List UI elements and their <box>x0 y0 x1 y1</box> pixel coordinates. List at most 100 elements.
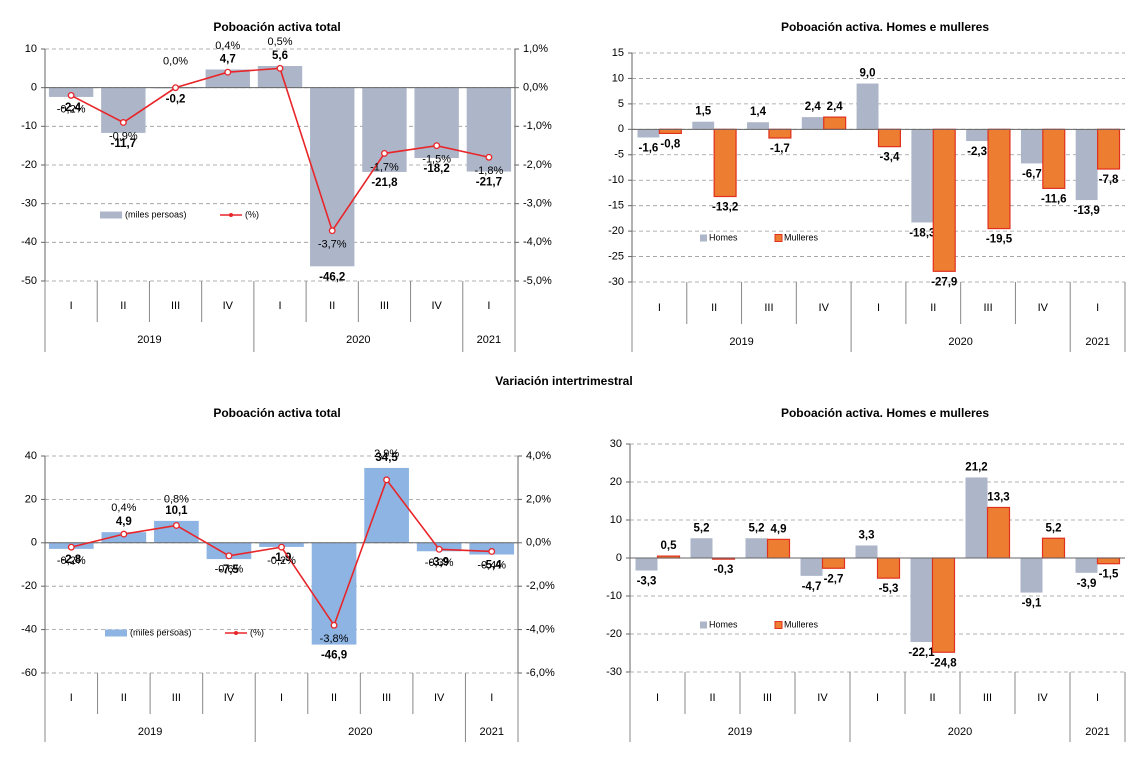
bar <box>911 129 934 223</box>
bar <box>311 542 357 645</box>
bar <box>154 520 199 543</box>
y2-tick-label: 2,0% <box>526 493 551 505</box>
value-label: -24,8 <box>930 657 957 669</box>
bar <box>1075 558 1098 573</box>
value-label: -1,5 <box>1099 569 1119 581</box>
bar <box>637 129 660 138</box>
x-tick-label: II <box>711 302 717 314</box>
line-marker <box>172 521 180 529</box>
value-label: -11,6 <box>1041 193 1067 205</box>
x-tick-label: III <box>983 302 992 314</box>
y2-tick-label: -4,0% <box>523 236 552 248</box>
y-tick-label: -10 <box>606 590 622 602</box>
bar <box>965 477 988 558</box>
legend-label: (miles persoas) <box>125 209 187 219</box>
value-label: -9,1 <box>1022 598 1042 610</box>
x-tick-label: II <box>709 692 715 704</box>
value-label: 2,4 <box>805 101 822 113</box>
y-tick-label: -20 <box>21 580 37 592</box>
value-label: 34,5 <box>375 452 398 464</box>
y-tick-label: -25 <box>608 250 624 262</box>
x-tick-label: II <box>121 692 127 704</box>
line-marker <box>383 476 391 484</box>
line-marker <box>172 84 180 92</box>
value-label: -6,7 <box>1022 168 1042 180</box>
line-marker <box>119 119 127 126</box>
bar <box>766 538 791 559</box>
value-label: 4,9 <box>771 523 787 535</box>
bar <box>1020 558 1043 593</box>
bar <box>877 128 902 148</box>
bar <box>800 558 823 576</box>
year-label: 2021 <box>479 726 503 738</box>
y-tick-label: -60 <box>21 667 37 679</box>
x-tick-label: I <box>278 300 281 312</box>
y-tick-label: -40 <box>21 624 37 636</box>
y-tick-label: -30 <box>21 198 37 210</box>
line-value-label: -3,7% <box>318 239 347 251</box>
y-tick-label: -20 <box>21 159 37 171</box>
line-marker <box>67 91 75 99</box>
value-label: -0,2 <box>166 93 186 105</box>
y-tick-label: 0 <box>616 552 622 564</box>
y2-tick-label: 4,0% <box>526 450 551 462</box>
value-label: -27,9 <box>931 276 957 288</box>
bar <box>1097 128 1121 170</box>
y-tick-label: 15 <box>612 47 624 59</box>
chart-title: Poboación activa. Homes e mulleres <box>781 406 989 420</box>
y-tick-label: -5 <box>614 149 624 161</box>
x-tick-label: IV <box>431 300 442 312</box>
y-tick-label: 10 <box>610 514 622 526</box>
bar <box>257 66 303 88</box>
y2-tick-label: 1,0% <box>523 43 548 55</box>
bar <box>910 558 933 642</box>
line-value-label: -0,3% <box>425 557 454 569</box>
x-tick-label: III <box>382 692 391 704</box>
legend-label: (%) <box>245 209 259 219</box>
bar <box>1075 129 1098 201</box>
line-value-label: 0,8% <box>164 493 189 505</box>
year-label: 2020 <box>348 726 372 738</box>
value-label: -2,4 <box>61 102 81 114</box>
legend-label: (%) <box>250 627 264 637</box>
y-tick-label: 20 <box>25 493 37 505</box>
value-label: -1,7 <box>770 143 790 155</box>
line-value-label: 0,0% <box>163 56 188 68</box>
value-label: 2,4 <box>827 101 844 113</box>
bar <box>713 128 737 198</box>
legend-swatch <box>774 234 783 242</box>
year-label: 2019 <box>728 726 752 738</box>
x-tick-label: I <box>70 692 73 704</box>
value-label: 13,3 <box>987 491 1009 503</box>
bar <box>931 557 956 653</box>
line-marker <box>278 543 285 551</box>
year-label: 2020 <box>948 726 972 738</box>
bar <box>855 545 878 558</box>
x-tick-label: IV <box>434 692 445 704</box>
y-tick-label: 5 <box>618 98 624 110</box>
bar <box>966 129 989 142</box>
value-label: 10,1 <box>165 505 188 517</box>
line-marker <box>67 543 75 551</box>
bar <box>206 542 252 560</box>
line-value-label: -0,6% <box>215 564 244 576</box>
y-tick-label: 30 <box>610 438 622 450</box>
legend-marker <box>229 213 233 217</box>
bar <box>986 506 1011 559</box>
x-tick-label: II <box>930 302 936 314</box>
bar <box>821 557 846 569</box>
x-tick-label: I <box>1096 692 1099 704</box>
line-value-label: -1,5% <box>422 154 451 166</box>
value-label: -13,2 <box>712 202 738 214</box>
bar <box>1096 557 1121 565</box>
x-tick-label: II <box>329 300 335 312</box>
value-label: 21,2 <box>965 461 987 473</box>
x-tick-label: IV <box>1038 302 1049 314</box>
line-value-label: -0,4% <box>477 559 506 571</box>
value-label: -0,8 <box>660 138 680 150</box>
line-marker <box>328 227 336 235</box>
value-label: -22,1 <box>908 647 935 659</box>
value-label: -3,4 <box>880 152 900 164</box>
bar <box>932 128 956 272</box>
x-tick-label: III <box>171 300 180 312</box>
